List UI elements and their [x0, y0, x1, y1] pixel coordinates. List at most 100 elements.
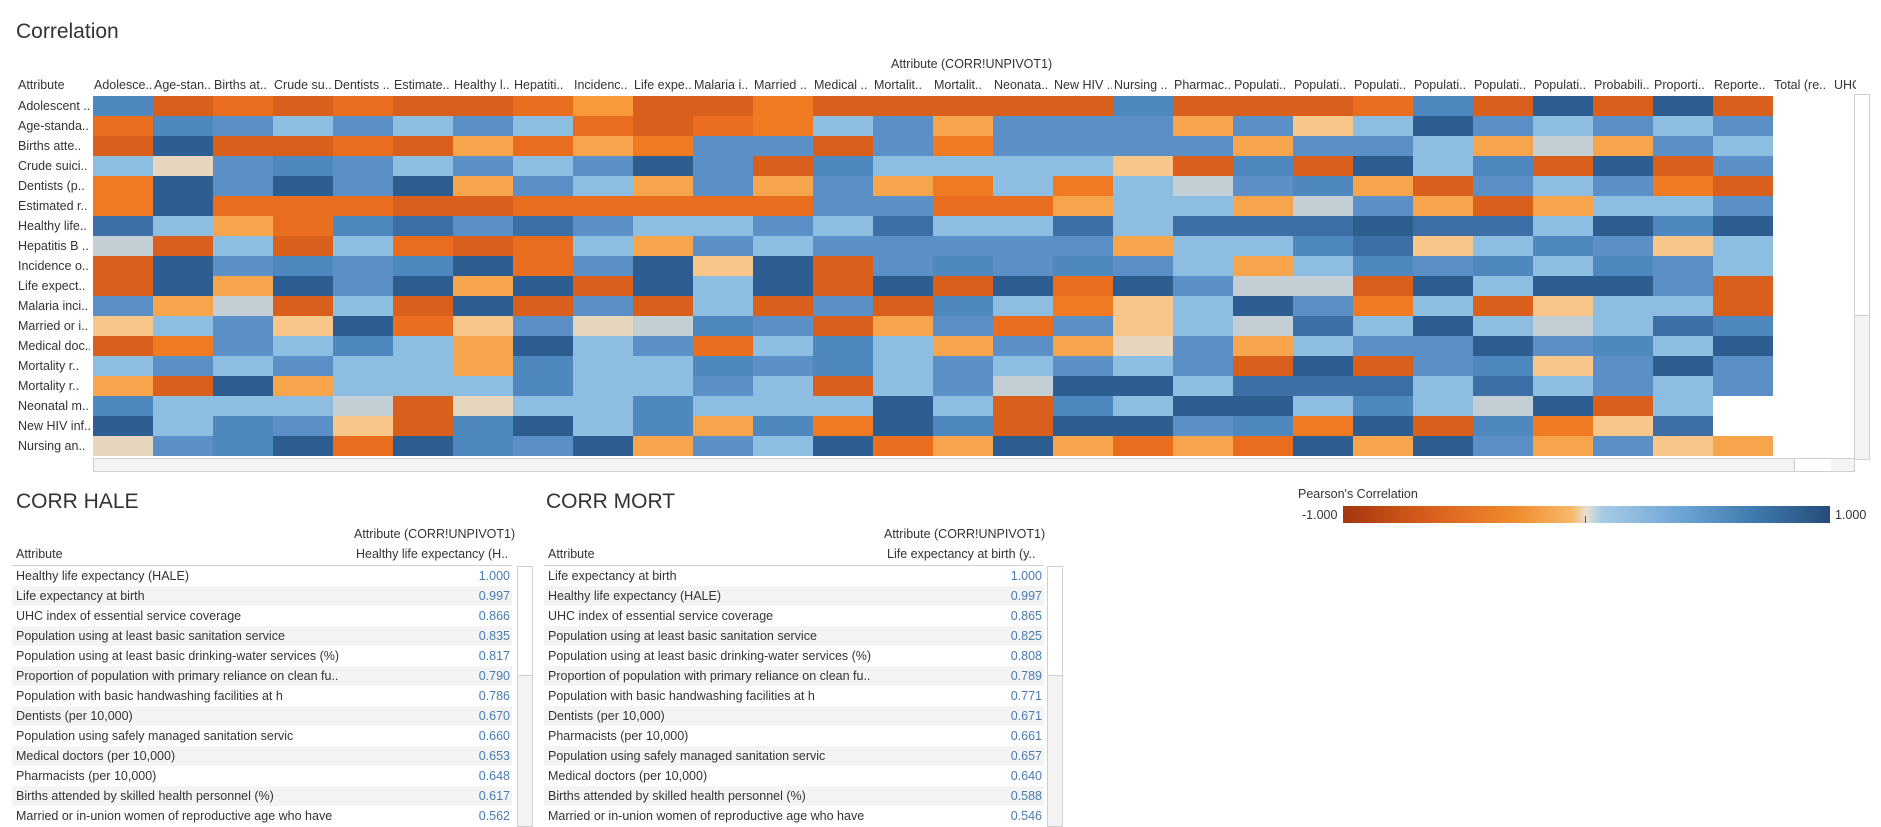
- heatmap-cell[interactable]: [693, 336, 753, 356]
- heatmap-cell[interactable]: [273, 96, 333, 116]
- heatmap-cell[interactable]: [1173, 156, 1233, 176]
- heatmap-cell[interactable]: [873, 196, 933, 216]
- heatmap-cell[interactable]: [1713, 376, 1773, 396]
- heatmap-cell[interactable]: [393, 256, 453, 276]
- heatmap-cell[interactable]: [1053, 116, 1113, 136]
- heatmap-cell[interactable]: [1713, 316, 1773, 336]
- heatmap-cell[interactable]: [513, 96, 573, 116]
- heatmap-cell[interactable]: [1473, 376, 1533, 396]
- heatmap-cell[interactable]: [933, 236, 993, 256]
- heatmap-cell[interactable]: [1653, 176, 1713, 196]
- heatmap-cell[interactable]: [1053, 296, 1113, 316]
- heatmap-cell[interactable]: [1353, 176, 1413, 196]
- heatmap-cell[interactable]: [333, 436, 393, 456]
- heatmap-cell[interactable]: [453, 336, 513, 356]
- heatmap-cell[interactable]: [93, 256, 153, 276]
- heatmap-cell[interactable]: [573, 396, 633, 416]
- heatmap-cell[interactable]: [873, 156, 933, 176]
- heatmap-cell[interactable]: [453, 176, 513, 196]
- heatmap-cell[interactable]: [693, 176, 753, 196]
- heatmap-cell[interactable]: [1653, 356, 1713, 376]
- heatmap-cell[interactable]: [1533, 236, 1593, 256]
- heatmap-cell[interactable]: [1593, 216, 1653, 236]
- heatmap-cell[interactable]: [1593, 336, 1653, 356]
- table-row[interactable]: Dentists (per 10,000) 0.671: [544, 706, 1044, 726]
- table-row[interactable]: UHC index of essential service coverage 0…: [544, 606, 1044, 626]
- heatmap-cell[interactable]: [573, 336, 633, 356]
- heatmap-cell[interactable]: [93, 336, 153, 356]
- heatmap-cell[interactable]: [1233, 136, 1293, 156]
- heatmap-cell[interactable]: [93, 236, 153, 256]
- heatmap-cell[interactable]: [1353, 416, 1413, 436]
- heatmap-cell[interactable]: [1833, 296, 1853, 316]
- heatmap-cell[interactable]: [513, 316, 573, 336]
- heatmap-cell[interactable]: [333, 136, 393, 156]
- heatmap-cell[interactable]: [393, 156, 453, 176]
- heatmap-cell[interactable]: [1533, 276, 1593, 296]
- heatmap-cell[interactable]: [993, 296, 1053, 316]
- heatmap-cell[interactable]: [873, 136, 933, 156]
- heatmap-cell[interactable]: [1833, 116, 1853, 136]
- heatmap-cell[interactable]: [513, 296, 573, 316]
- heatmap-cell[interactable]: [453, 296, 513, 316]
- heatmap-cell[interactable]: [1053, 96, 1113, 116]
- heatmap-cell[interactable]: [393, 96, 453, 116]
- heatmap-cell[interactable]: [693, 156, 753, 176]
- heatmap-cell[interactable]: [1233, 376, 1293, 396]
- heatmap-cell[interactable]: [1053, 276, 1113, 296]
- heatmap-cell[interactable]: [393, 376, 453, 396]
- heatmap-cell[interactable]: [1713, 136, 1773, 156]
- heatmap-cell[interactable]: [213, 276, 273, 296]
- heatmap-cell[interactable]: [573, 416, 633, 436]
- heatmap-cell[interactable]: [933, 316, 993, 336]
- heatmap-cell[interactable]: [1233, 436, 1293, 456]
- heatmap-cell[interactable]: [1533, 216, 1593, 236]
- heatmap-cell[interactable]: [933, 176, 993, 196]
- heatmap-cell[interactable]: [633, 116, 693, 136]
- heatmap-vertical-scroll-thumb[interactable]: [1855, 95, 1869, 316]
- hale-vertical-scroll-thumb[interactable]: [518, 567, 532, 676]
- table-row[interactable]: Population using safely managed sanitati…: [544, 746, 1044, 766]
- heatmap-cell[interactable]: [1473, 96, 1533, 116]
- heatmap-cell[interactable]: [573, 216, 633, 236]
- heatmap-cell[interactable]: [1413, 216, 1473, 236]
- heatmap-cell[interactable]: [1053, 336, 1113, 356]
- heatmap-cell[interactable]: [753, 236, 813, 256]
- heatmap-cell[interactable]: [753, 316, 813, 336]
- heatmap-cell[interactable]: [1353, 256, 1413, 276]
- heatmap-cell[interactable]: [1053, 176, 1113, 196]
- heatmap-cell[interactable]: [1113, 216, 1173, 236]
- heatmap-cell[interactable]: [693, 216, 753, 236]
- heatmap-cell[interactable]: [1833, 156, 1853, 176]
- heatmap-cell[interactable]: [273, 436, 333, 456]
- heatmap-cell[interactable]: [1173, 256, 1233, 276]
- heatmap-cell[interactable]: [1833, 96, 1853, 116]
- heatmap-cell[interactable]: [633, 376, 693, 396]
- heatmap-cell[interactable]: [213, 256, 273, 276]
- table-row[interactable]: Proportion of population with primary re…: [12, 666, 512, 686]
- heatmap-cell[interactable]: [513, 336, 573, 356]
- heatmap-cell[interactable]: [633, 416, 693, 436]
- heatmap-cell[interactable]: [213, 316, 273, 336]
- heatmap-cell[interactable]: [1713, 356, 1773, 376]
- heatmap-cell[interactable]: [573, 136, 633, 156]
- table-row[interactable]: Life expectancy at birth 1.000: [544, 566, 1044, 586]
- heatmap-cell[interactable]: [693, 236, 753, 256]
- heatmap-cell[interactable]: [333, 216, 393, 236]
- heatmap-cell[interactable]: [993, 236, 1053, 256]
- heatmap-cell[interactable]: [933, 416, 993, 436]
- heatmap-cell[interactable]: [573, 196, 633, 216]
- heatmap-cell[interactable]: [273, 196, 333, 216]
- heatmap-cell[interactable]: [1413, 196, 1473, 216]
- heatmap-cell[interactable]: [753, 336, 813, 356]
- heatmap-cell[interactable]: [453, 136, 513, 156]
- heatmap-cell[interactable]: [1833, 236, 1853, 256]
- heatmap-cell[interactable]: [1593, 316, 1653, 336]
- heatmap-cell[interactable]: [693, 96, 753, 116]
- heatmap-cell[interactable]: [213, 396, 273, 416]
- heatmap-cell[interactable]: [1353, 156, 1413, 176]
- heatmap-cell[interactable]: [1353, 276, 1413, 296]
- heatmap-cell[interactable]: [933, 336, 993, 356]
- heatmap-cell[interactable]: [273, 276, 333, 296]
- heatmap-cell[interactable]: [813, 356, 873, 376]
